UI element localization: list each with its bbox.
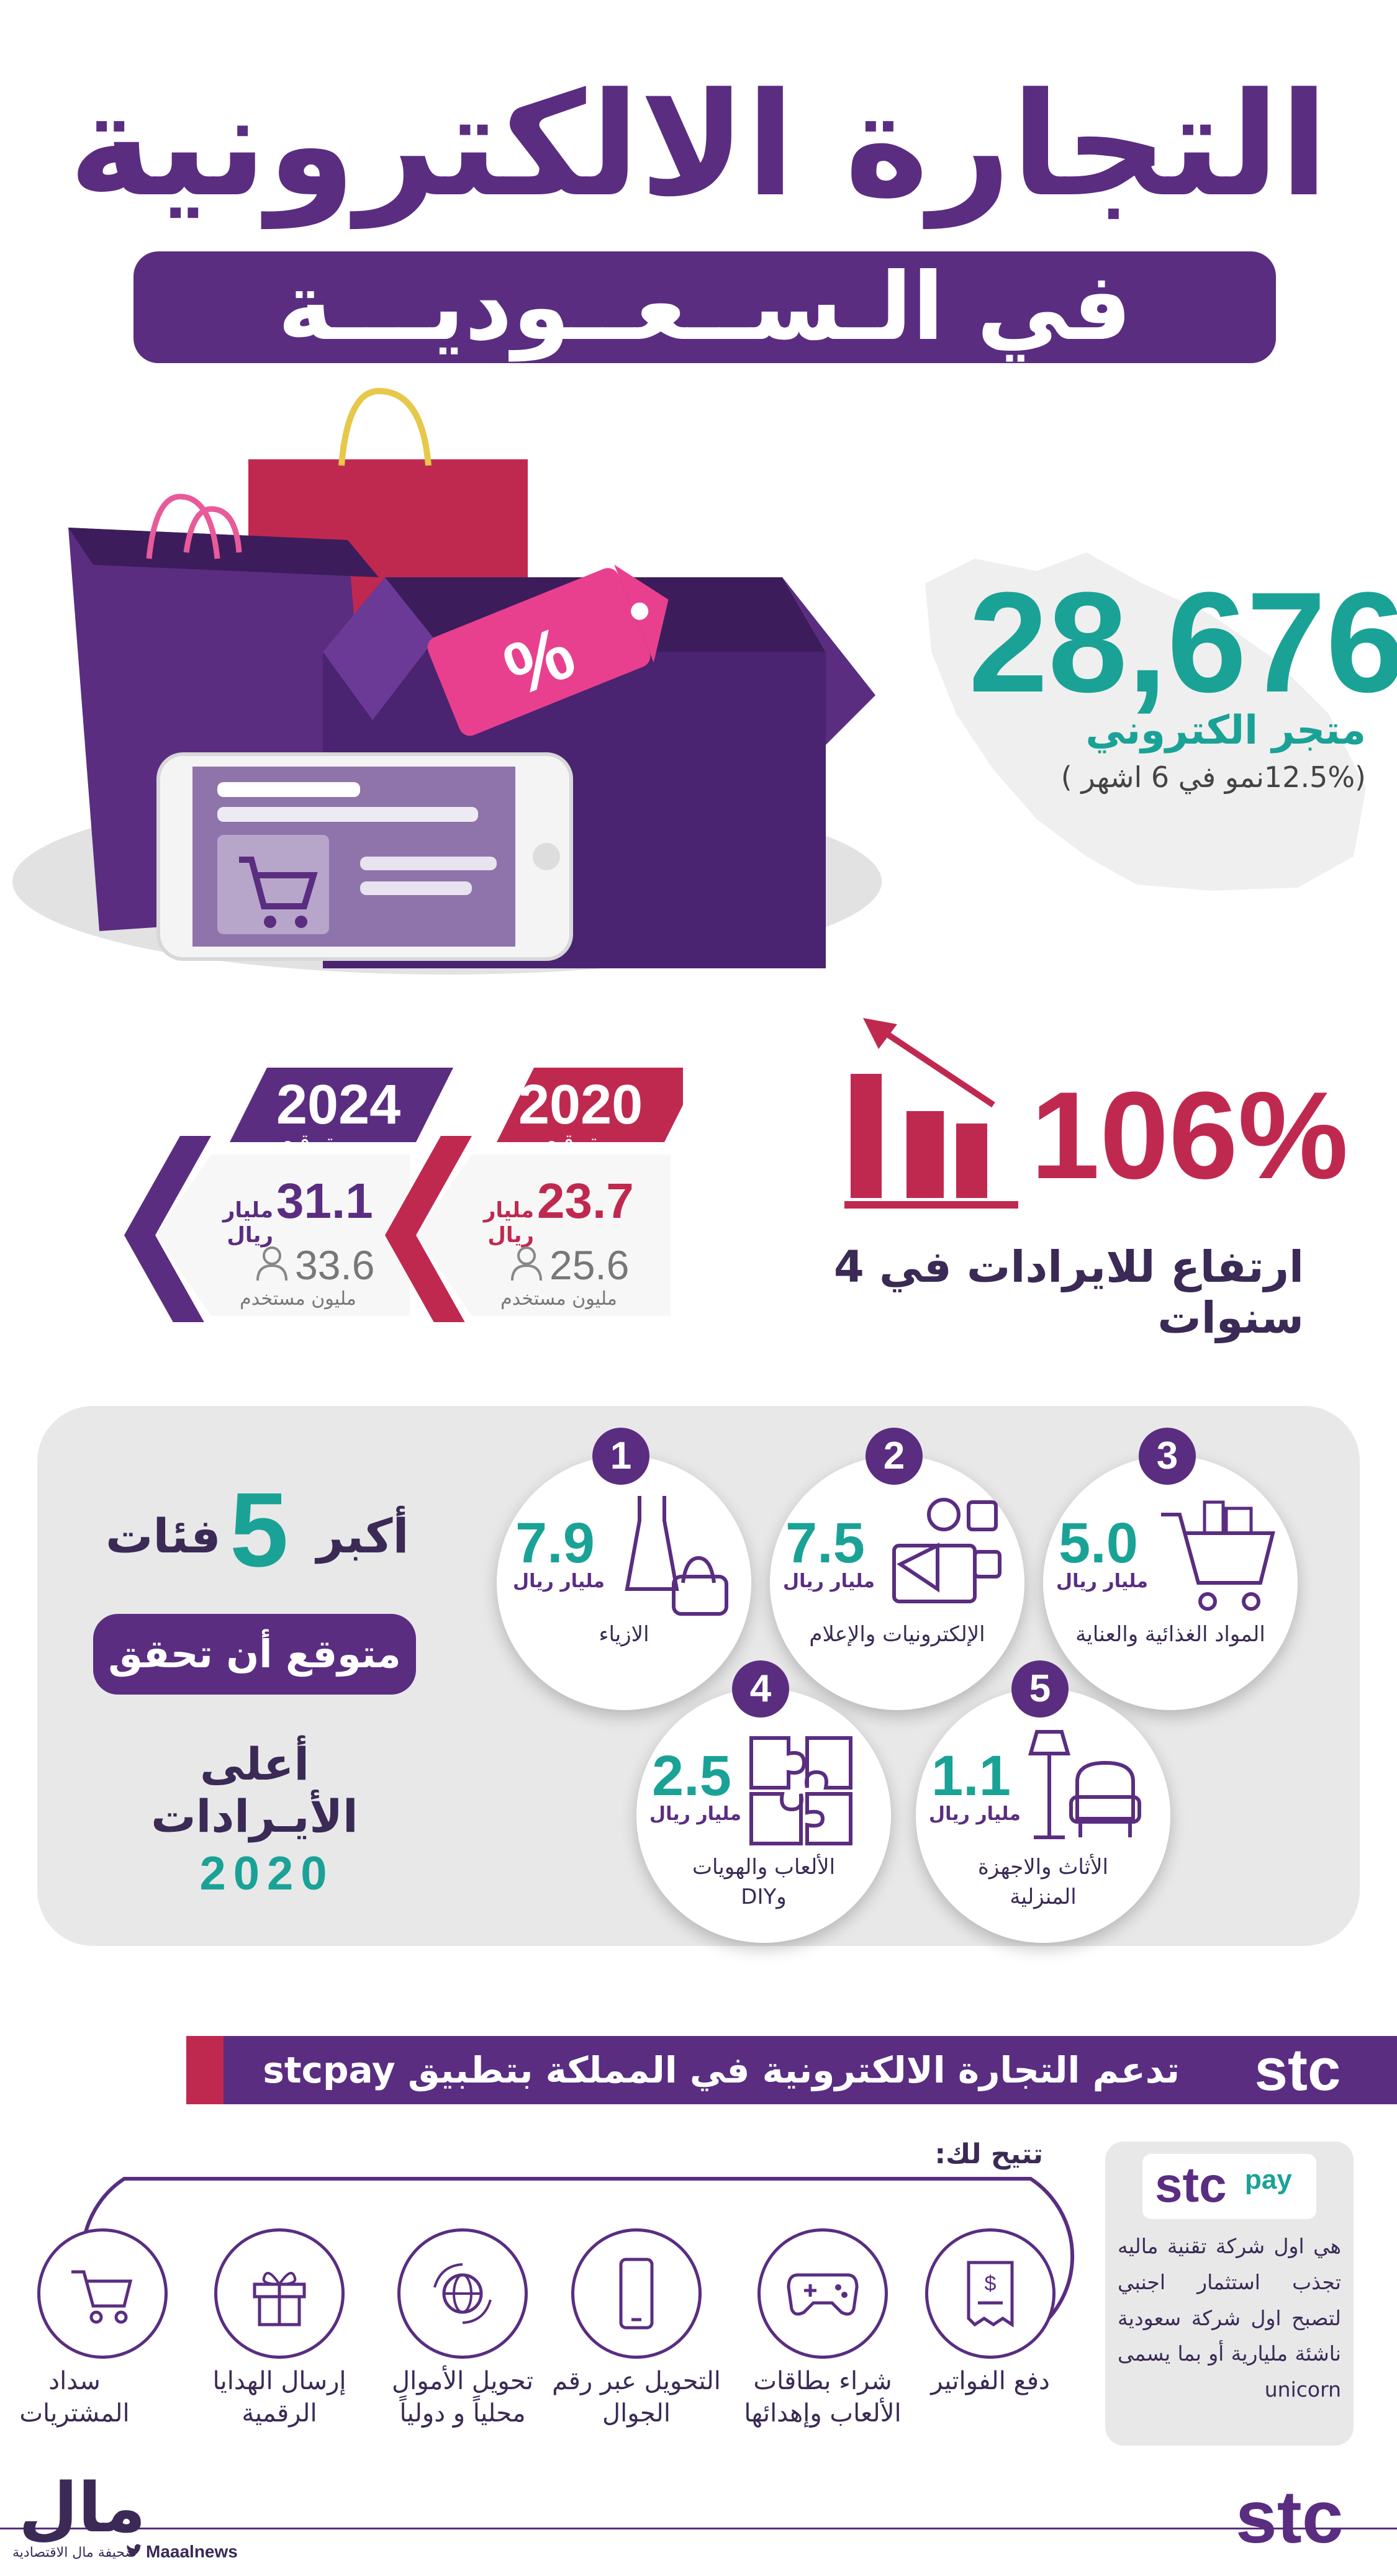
category-value: 1.1 (931, 1744, 1011, 1808)
publisher-logo: مال (19, 2468, 146, 2547)
stc-banner (186, 2036, 1397, 2104)
saudi-map-silhouette (925, 552, 1366, 891)
forecast-2020-users-unit: مليون مستخدم (500, 1288, 617, 1310)
shopping-illustration: % (12, 387, 882, 975)
publisher-description: صحيفة مال الاقتصادية (12, 2545, 137, 2560)
revenue-growth-caption: ارتفاع للايرادات في 4 سنوات (833, 1241, 1304, 1343)
armchair-lamp-icon (1028, 1730, 1141, 1839)
categories-heading-top: أكبر (317, 1508, 409, 1564)
forecast-2020-expected: مـتـوقـع (546, 1130, 615, 1155)
category-rank: 5 (1011, 1660, 1069, 1718)
twitter-icon (127, 2544, 142, 2556)
forecast-2020-revenue-unit: مليار ريال (483, 1198, 534, 1248)
bar-growth-icon (844, 1018, 1018, 1209)
mobile-phone-icon (619, 2258, 654, 2330)
stcpay-logo-stc: stc (1155, 2157, 1227, 2212)
stc-banner-text: تدعم التجارة الالكترونية في المملكة بتطب… (263, 2049, 1180, 2091)
user-icon (256, 1246, 287, 1281)
category-name: الإلكترونيات والإعلام (809, 1622, 985, 1647)
stcpay-logo-pay: pay (1245, 2164, 1292, 2195)
stc-banner-accent (186, 2036, 224, 2104)
stcpay-description: هي اول شركة تقنية ماليه تجذب استثمار اجن… (1118, 2234, 1341, 2402)
categories-heading-word: فئات (106, 1508, 221, 1564)
category-name: الازياء (599, 1622, 649, 1647)
puzzle-icon (749, 1736, 852, 1845)
stores-growth: (12.5%نمو في 6 اشهر ) (1060, 760, 1366, 794)
footer-divider (0, 2528, 1397, 2529)
stores-label: متجر الكتروني (1085, 708, 1366, 754)
forecast-2024-revenue-unit: مليار ريال (222, 1198, 273, 1248)
offer-mobile-transfer (571, 2228, 702, 2359)
category-name: الألعاب والهويات وDIY (692, 1855, 836, 1909)
user-icon (511, 1246, 542, 1281)
svg-text:$: $ (985, 2272, 997, 2295)
grocery-cart-icon (1161, 1500, 1275, 1611)
categories-line3: أعلى الأيـرادات (151, 1738, 358, 1842)
categories-heading-number: 5 (230, 1471, 289, 1589)
offer-purchase-payment (37, 2228, 168, 2359)
shopping-cart-icon (71, 2270, 133, 2324)
offer-label: شراء بطاقات الألعاب وإهدائها (744, 2367, 902, 2428)
gamepad-icon (787, 2273, 859, 2316)
footer-stc-logo: stc (1236, 2475, 1344, 2559)
forecast-2024-expected: مـتـوقـع (282, 1130, 351, 1155)
forecast-2024-year: 2024 (276, 1074, 401, 1136)
forecast-2024-users-unit: مليون مستخدم (240, 1288, 356, 1310)
category-card-fashion (497, 1456, 751, 1710)
category-unit: مليار ريال (513, 1570, 605, 1592)
category-name: المواد الغذائية والعناية (1075, 1622, 1265, 1647)
category-rank: 4 (732, 1660, 789, 1718)
offers-title: تتيح لك: (934, 2138, 1043, 2170)
offer-label: دفع الفواتير (931, 2367, 1050, 2395)
page-subtitle: في الـســعــوديـــة (278, 253, 1132, 361)
page-title: التجارة الالكترونية (68, 63, 1329, 228)
stcpay-logo: stc pay (1142, 2154, 1316, 2219)
electronics-media-icon (892, 1498, 1001, 1603)
category-value: 7.9 (515, 1511, 595, 1575)
category-unit: مليار ريال (929, 1803, 1021, 1825)
twitter-handle[interactable]: Maaalnews (146, 2542, 238, 2561)
stores-count: 28,676 (969, 562, 1397, 722)
forecast-2024-revenue: 31.1 (276, 1173, 373, 1228)
stc-logo: stc (1254, 2037, 1341, 2103)
offer-label: سداد المشتريات (19, 2367, 130, 2428)
category-card-electronics (770, 1456, 1024, 1710)
forecast-2024-users: 33.6 (295, 1242, 375, 1288)
forecast-2020-year: 2020 (518, 1074, 643, 1136)
category-value: 5.0 (1059, 1511, 1138, 1575)
bill-receipt-icon: $ (967, 2261, 1014, 2328)
category-unit: مليار ريال (649, 1803, 741, 1825)
categories-year: 2020 (199, 1847, 335, 1900)
offer-game-cards (757, 2228, 888, 2359)
subtitle-pill (133, 251, 1276, 363)
category-unit: مليار ريال (1056, 1570, 1148, 1592)
category-unit: مليار ريال (783, 1570, 875, 1592)
forecast-2020-users: 25.6 (549, 1242, 630, 1288)
forecast-2020-revenue: 23.7 (537, 1173, 634, 1228)
category-value: 2.5 (652, 1744, 731, 1808)
category-card-toys (636, 1688, 891, 1943)
category-rank: 1 (592, 1428, 649, 1485)
forecast-arrows (124, 1068, 683, 1322)
offer-label: تحويل الأموال محلياً و دولياً (392, 2367, 533, 2428)
categories-pill: متوقع أن تحقق (93, 1614, 416, 1695)
revenue-growth-pct: 106% (1031, 1066, 1349, 1205)
globe-transfer-icon (433, 2263, 492, 2324)
gift-icon (253, 2272, 306, 2326)
categories-heading: فئات 5 أكبر (106, 1477, 428, 1589)
offer-label: التحويل عبر رقم الجوال (552, 2367, 721, 2428)
dress-bag-icon (625, 1496, 728, 1616)
category-rank: 2 (866, 1428, 923, 1485)
offer-label: إرسال الهدايا الرقمية (212, 2367, 346, 2428)
category-rank: 3 (1139, 1428, 1196, 1485)
offer-pay-bills (925, 2228, 1056, 2359)
category-value: 7.5 (785, 1511, 865, 1575)
category-name: الأثاث والاجهزة المنزلية (978, 1855, 1108, 1909)
